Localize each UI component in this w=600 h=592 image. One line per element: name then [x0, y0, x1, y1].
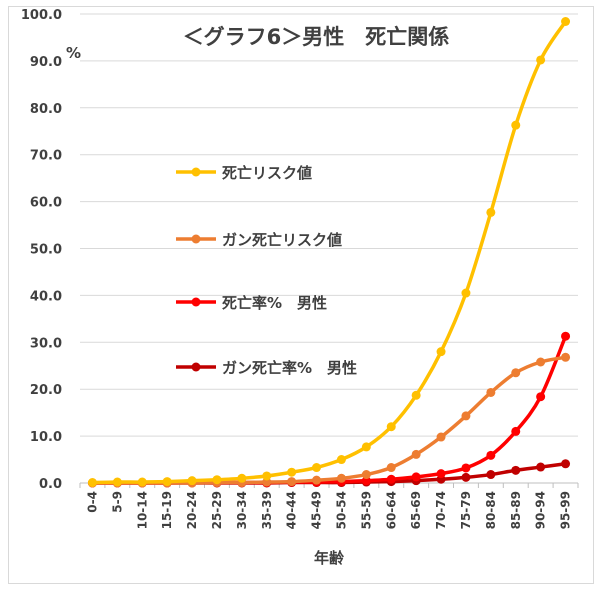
x-tick-label: 35-39 [260, 491, 274, 529]
legend-label: ガン死亡リスク値 [222, 231, 342, 249]
data-point [287, 467, 297, 477]
x-axis-tick-labels: 0-4 5-9 10-14 15-19 20-24 25-29 30-34 35-39 40-4… [85, 491, 572, 529]
series-group [87, 17, 571, 488]
x-tick-label: 30-34 [235, 491, 249, 529]
x-tick-label: 70-74 [434, 491, 448, 529]
y-tick-label: 80.0 [30, 102, 62, 117]
y-tick-label: 90.0 [30, 55, 62, 70]
data-point [386, 463, 396, 473]
x-tick-label: 65-69 [409, 491, 423, 529]
data-point [436, 469, 446, 479]
data-point [461, 411, 471, 421]
data-point [511, 368, 521, 378]
data-point [411, 472, 421, 482]
y-tick-label: 100.0 [21, 8, 62, 23]
x-tick-label: 40-44 [285, 491, 299, 529]
y-tick-label: 20.0 [30, 383, 62, 398]
data-point [386, 422, 396, 432]
x-tick-label: 20-24 [185, 491, 199, 529]
data-point [312, 463, 322, 473]
legend-item: 死亡リスク値 [176, 164, 312, 182]
data-point [187, 476, 197, 486]
chart-title: ＜グラフ6＞男性 死亡関係 [183, 25, 450, 49]
data-point [436, 347, 446, 357]
y-tick-label: 10.0 [30, 430, 62, 445]
data-point [561, 331, 571, 341]
data-point [561, 352, 571, 362]
x-tick-label: 0-4 [85, 491, 99, 513]
data-point [561, 459, 571, 469]
y-axis-tick-labels: 0.0 10.0 20.0 30.0 40.0 50.0 60.0 70.0 80.0 90.0 1… [21, 8, 62, 492]
data-point [536, 357, 546, 367]
legend-swatch-marker [191, 167, 201, 177]
data-point [262, 471, 272, 481]
data-point [436, 432, 446, 442]
legend-item: 死亡率% 男性 [176, 294, 327, 312]
x-tick-label: 50-54 [334, 491, 348, 529]
data-point [112, 477, 122, 487]
x-tick-label: 90-94 [534, 491, 548, 529]
data-point [486, 387, 496, 397]
y-tick-label: 50.0 [30, 243, 62, 258]
data-point [336, 455, 346, 465]
x-tick-label: 15-19 [160, 491, 174, 529]
legend-label: ガン死亡率% 男性 [222, 359, 357, 377]
x-tick-label: 95-99 [559, 491, 573, 529]
legend-item: ガン死亡リスク値 [176, 231, 342, 249]
data-point [87, 478, 97, 488]
data-point [536, 55, 546, 65]
data-point [536, 392, 546, 402]
data-point [212, 475, 222, 485]
legend-item: ガン死亡率% 男性 [176, 359, 357, 377]
data-point [312, 475, 322, 485]
data-point [486, 207, 496, 217]
y-tick-label: 40.0 [30, 289, 62, 304]
data-point [137, 477, 147, 487]
legend-swatch-marker [191, 297, 201, 307]
data-point [237, 473, 247, 483]
data-point [486, 470, 496, 480]
data-point [386, 474, 396, 484]
data-point [162, 477, 172, 487]
data-point [461, 472, 471, 482]
data-point [561, 17, 571, 27]
data-point [511, 120, 521, 130]
data-point [287, 477, 297, 487]
x-tick-label: 60-64 [384, 491, 398, 529]
x-tick-label: 80-84 [484, 491, 498, 529]
data-point [361, 470, 371, 480]
data-point [461, 463, 471, 473]
y-tick-label: 30.0 [30, 336, 62, 351]
data-point [361, 442, 371, 452]
x-tick-label: 10-14 [135, 491, 149, 529]
legend-label: 死亡リスク値 [222, 164, 312, 182]
x-tick-label: 55-59 [359, 491, 373, 529]
x-tick-label: 85-89 [509, 491, 523, 529]
y-tick-label: 60.0 [30, 196, 62, 211]
y-unit-label: % [66, 44, 81, 62]
x-tick-label: 5-9 [110, 491, 124, 513]
data-point [411, 449, 421, 459]
legend-swatch-marker [191, 234, 201, 244]
x-tick-label: 75-79 [459, 491, 473, 529]
data-point [411, 390, 421, 400]
data-point [511, 426, 521, 436]
data-point [486, 450, 496, 460]
legend-swatch-marker [191, 362, 201, 372]
data-point [336, 473, 346, 483]
data-point [511, 465, 521, 475]
series-line [92, 20, 568, 485]
x-tick-label: 25-29 [210, 491, 224, 529]
y-tick-label: 0.0 [39, 477, 62, 492]
x-axis-title: 年齢 [314, 549, 345, 567]
data-point [461, 288, 471, 298]
series [87, 17, 571, 488]
y-tick-label: 70.0 [30, 149, 62, 164]
legend-label: 死亡率% 男性 [222, 294, 327, 312]
x-tick-label: 45-49 [310, 491, 324, 529]
data-point [536, 462, 546, 472]
